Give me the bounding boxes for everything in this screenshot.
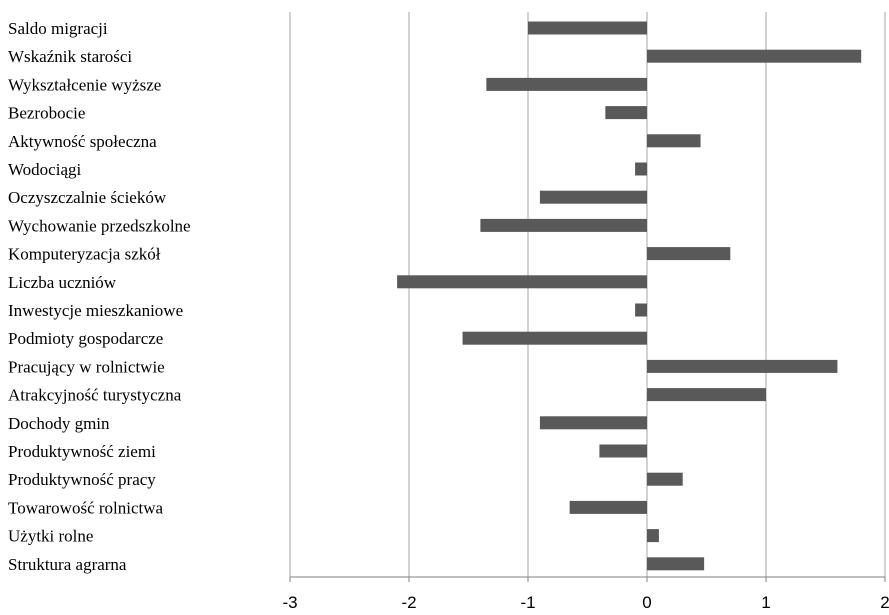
category-label: Dochody gmin: [8, 414, 110, 433]
bar: [647, 359, 838, 373]
category-label: Produktywność pracy: [8, 470, 156, 489]
grid-lines: [289, 12, 886, 577]
x-tick-label: -1: [520, 593, 535, 612]
x-tick-label: 0: [642, 593, 651, 612]
bar: [647, 388, 766, 402]
category-label: Wychowanie przedszkolne: [8, 216, 191, 235]
category-label: Inwestycje mieszkaniowe: [8, 301, 183, 320]
bar: [397, 275, 647, 289]
category-label: Towarowość rolnictwa: [8, 498, 164, 517]
category-label: Oczyszczalnie ścieków: [8, 188, 167, 207]
bar: [605, 106, 647, 120]
category-label: Wodociągi: [8, 160, 81, 179]
x-tick-label: 2: [880, 593, 889, 612]
bar: [539, 416, 647, 430]
bar: [480, 218, 647, 232]
category-label: Podmioty gospodarcze: [8, 329, 163, 348]
x-tick-label: -2: [401, 593, 416, 612]
category-label: Wykształcenie wyższe: [8, 75, 161, 94]
bar: [647, 529, 659, 543]
bar: [647, 49, 862, 63]
bars: [397, 21, 862, 571]
bar: [599, 444, 647, 458]
x-tick-label: 1: [761, 593, 770, 612]
bar: [462, 331, 647, 345]
x-tick-label: -3: [282, 593, 297, 612]
category-label: Aktywność społeczna: [8, 132, 157, 151]
bar: [486, 77, 647, 91]
category-label: Wskaźnik starości: [8, 47, 132, 66]
bar: [569, 500, 647, 514]
bar: [528, 21, 647, 35]
category-label: Saldo migracji: [8, 19, 108, 38]
category-labels: Saldo migracji Wskaźnik starości Wykształc…: [8, 19, 191, 574]
x-axis: -3 -2 -1 0 1 2: [282, 576, 889, 612]
bar: [647, 247, 731, 261]
bar: [635, 162, 647, 176]
bar: [647, 472, 683, 486]
category-label: Bezrobocie: [8, 104, 85, 123]
category-label: Atrakcyjność turystyczna: [8, 386, 182, 405]
category-label: Komputeryzacja szkół: [8, 245, 161, 264]
bar: [539, 190, 647, 204]
bar: [635, 303, 647, 317]
bar: [647, 557, 705, 571]
category-label: Liczba uczniów: [8, 273, 117, 292]
category-label: Użytki rolne: [8, 527, 93, 546]
category-label: Produktywność ziemi: [8, 442, 156, 461]
category-label: Struktura agrarna: [8, 555, 127, 574]
bar: [647, 134, 701, 148]
category-label: Pracujący w rolnictwie: [8, 357, 165, 376]
